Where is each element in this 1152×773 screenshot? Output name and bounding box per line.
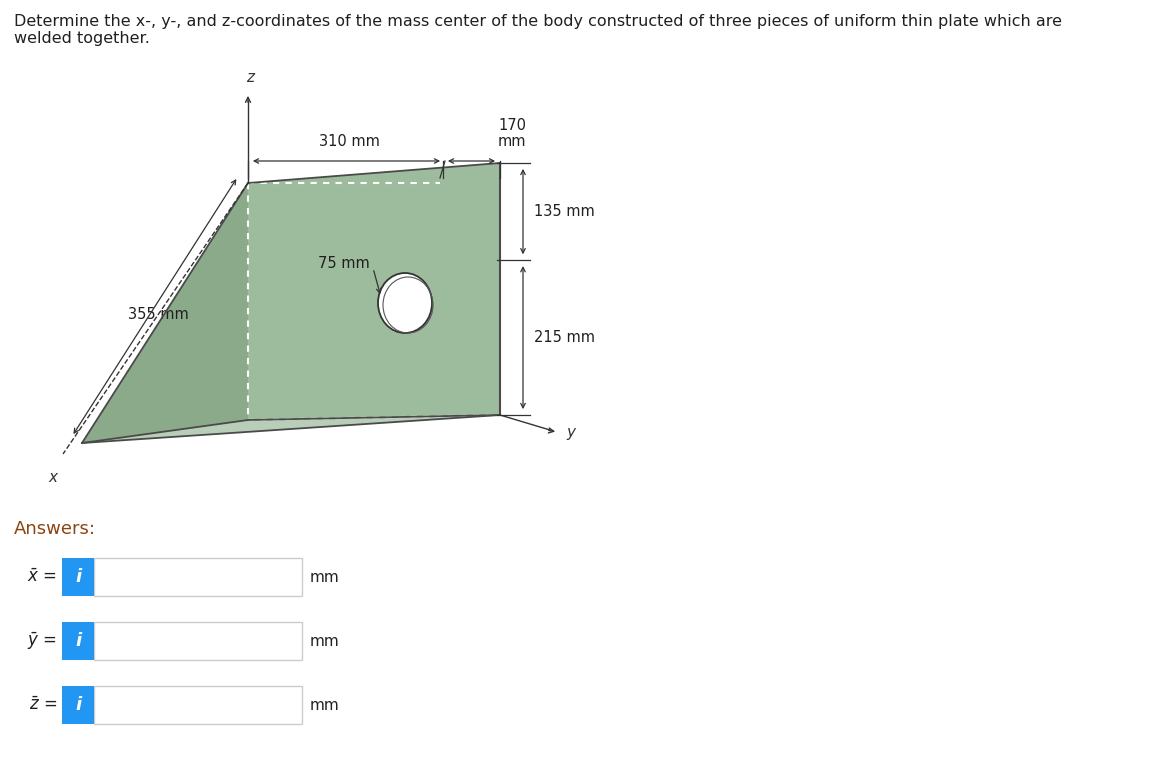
- Polygon shape: [248, 163, 500, 420]
- Text: mm: mm: [310, 634, 340, 649]
- Text: $\bar{y}$ =: $\bar{y}$ =: [28, 630, 56, 652]
- Text: 135 mm: 135 mm: [535, 204, 594, 219]
- Text: i: i: [75, 568, 81, 586]
- Text: Determine the x-, y-, and z-coordinates of the mass center of the body construct: Determine the x-, y-, and z-coordinates …: [14, 14, 1062, 46]
- Text: 170
mm: 170 mm: [498, 117, 526, 149]
- FancyBboxPatch shape: [94, 558, 302, 596]
- Text: $\bar{x}$ =: $\bar{x}$ =: [28, 568, 56, 586]
- Text: y: y: [566, 424, 575, 440]
- Ellipse shape: [378, 273, 432, 333]
- Text: x: x: [48, 470, 58, 485]
- Text: mm: mm: [310, 697, 340, 713]
- FancyBboxPatch shape: [94, 622, 302, 660]
- FancyBboxPatch shape: [94, 686, 302, 724]
- FancyBboxPatch shape: [62, 686, 94, 724]
- Text: Answers:: Answers:: [14, 520, 96, 538]
- Text: i: i: [75, 632, 81, 650]
- Polygon shape: [82, 415, 500, 443]
- Text: mm: mm: [310, 570, 340, 584]
- Text: 355 mm: 355 mm: [128, 307, 189, 322]
- Text: 215 mm: 215 mm: [535, 330, 594, 345]
- FancyBboxPatch shape: [62, 558, 94, 596]
- Text: i: i: [75, 696, 81, 714]
- Text: $\bar{z}$ =: $\bar{z}$ =: [29, 696, 56, 714]
- Text: 310 mm: 310 mm: [319, 134, 379, 149]
- Text: 75 mm: 75 mm: [318, 256, 370, 271]
- Text: z: z: [247, 70, 253, 85]
- FancyBboxPatch shape: [62, 622, 94, 660]
- Polygon shape: [82, 183, 248, 443]
